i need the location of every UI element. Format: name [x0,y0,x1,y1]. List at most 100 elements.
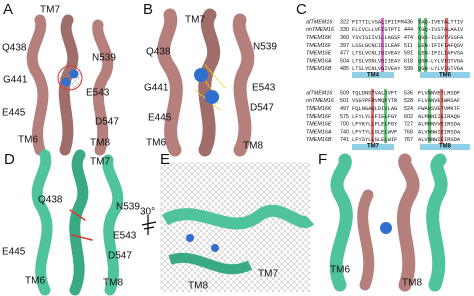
residue-number: 474 [404,35,413,41]
structure-label: N539 [92,53,116,64]
sequence: ALVNNWIEIRSDA [418,129,461,135]
residue-number: 485 [340,66,349,72]
residue-number: 575 [340,114,349,120]
structure-label: D547 [250,103,274,114]
residue-number: 536 [404,90,413,96]
sequence: QGN-LYLVIGTVGA [418,66,464,72]
panel-letter: A [3,1,13,18]
sequence: FWANSVETVMKTF [418,106,460,112]
structure-label: TM8 [103,278,123,289]
residue-number: 504 [340,58,349,64]
species-name: nhTMEM16 [306,98,334,104]
residue-number: 322 [340,19,349,25]
residue-number: 477 [340,51,349,57]
residue-number: 602 [404,114,413,120]
species-name: afTMEM16 [306,90,332,96]
structure-label: D547 [108,251,132,262]
residue-number: 727 [404,122,413,128]
panel-letter: C [296,1,307,18]
sequence: LTSLVCNLIGIVEAY [352,51,401,57]
residue-number: 511 [404,43,413,49]
structure-label: Q438 [2,43,27,54]
species-name: TMEM16B [306,66,332,72]
species-name: TMEM16K [306,106,332,112]
species-name: TMEM16A [306,129,332,135]
tm-bar [352,72,394,78]
structure-label: Q438 [146,47,171,58]
structure-label: TM6 [25,276,45,287]
panel-b-structure [157,8,255,157]
residue-number: 767 [404,137,413,143]
tm-label: TM4 [367,73,380,79]
sequence: TGQ-IVSTALAAIV [418,27,464,33]
sequence: LTSLVCNLVGIVEAY [352,66,401,72]
panel-letter: B [143,1,153,18]
residue-number: 509 [340,90,349,96]
sequence: ALVNNWIEIRSDA [418,137,461,143]
panel-d-structure [31,149,124,296]
panel-e-structure [141,162,315,292]
residue-number: 740 [340,129,349,135]
sequence: QGN-LYLVIGTVGA [418,58,464,64]
residue-number: 397 [340,43,349,49]
residue-number: 444 [404,27,413,33]
sequence: LFYKYLLFLELFGY [352,122,398,128]
structure-label: G441 [3,75,28,86]
structure-label: E543 [86,88,110,99]
residue-number: 528 [404,98,413,104]
residue-number: 501 [340,98,349,104]
sequence: FQLNGAQLDIVLAG [352,106,397,112]
tm-bar [352,144,394,150]
residue-number: 591 [404,51,413,57]
panel-letter: E [160,151,170,168]
sequence: TQLDNSTVALIVFT [352,90,398,96]
species-name: nhTMEM16 [306,27,334,33]
sequence: YSVISIIVILLAGSF [352,35,401,41]
structure-label: 30° [140,207,155,218]
residue-number: 618 [404,58,413,64]
structure-label: TM6 [330,265,350,276]
structure-label: E445 [148,113,172,124]
structure-label: E445 [2,247,26,258]
sequence: FITTILVSALIPIIFM [352,19,404,25]
residue-number: 599 [404,66,413,72]
panel-f-structure [329,153,448,292]
residue-number: 741 [340,137,349,143]
structure-label: E543 [113,231,137,242]
sequence: LSSLGCNCICILEAF [352,43,401,49]
structure-label: G441 [144,83,169,94]
sequence: TAQ-IVETALTTIV [418,19,464,25]
residue-number: 330 [340,27,349,33]
structure-label: TM7 [40,5,60,16]
sequence: ALMNNVVEIRSDA [418,122,461,128]
species-name: TMEM16E [306,51,332,57]
residue-number: 360 [340,35,349,41]
sequence: LEN-IFILIAFVSA [418,51,464,57]
structure-label: TM7 [90,157,110,168]
sequence: VSGYPFRVMQFYTR [352,98,398,104]
sequence: FLCVCLLVFIGTPTI [352,27,401,33]
species-name: TMEM16K [306,35,332,41]
panel-a-structure [26,14,114,156]
residue-number: 497 [340,106,349,112]
structure-label: D547 [95,117,119,128]
alignment-highlights [371,18,448,143]
sequence: LEN-IFIFIAFQSV [418,43,464,49]
structure-label: TM7 [258,269,278,280]
structure-label: TM8 [188,281,208,292]
sequence: LTSLVSNLVGIIEAY [352,58,401,64]
sequence: LFYSYLLGLELWIF [352,137,397,143]
species-name: TMEM16F [306,114,332,120]
residue-number: 524 [404,106,413,112]
residue-number: 700 [340,122,349,128]
sequence: LFYTYLLGLELWVF [352,129,397,135]
sequence: ALMNNIIEIRAQG [418,114,460,120]
panel-letter: F [318,151,327,168]
panel-letter: D [4,151,15,168]
species-name: TMEM16A [306,58,332,64]
tm-bar [420,144,470,150]
species-name: TMEM16F [306,43,332,49]
structure-label: E543 [252,83,276,94]
structure-label: TM8 [402,278,422,289]
